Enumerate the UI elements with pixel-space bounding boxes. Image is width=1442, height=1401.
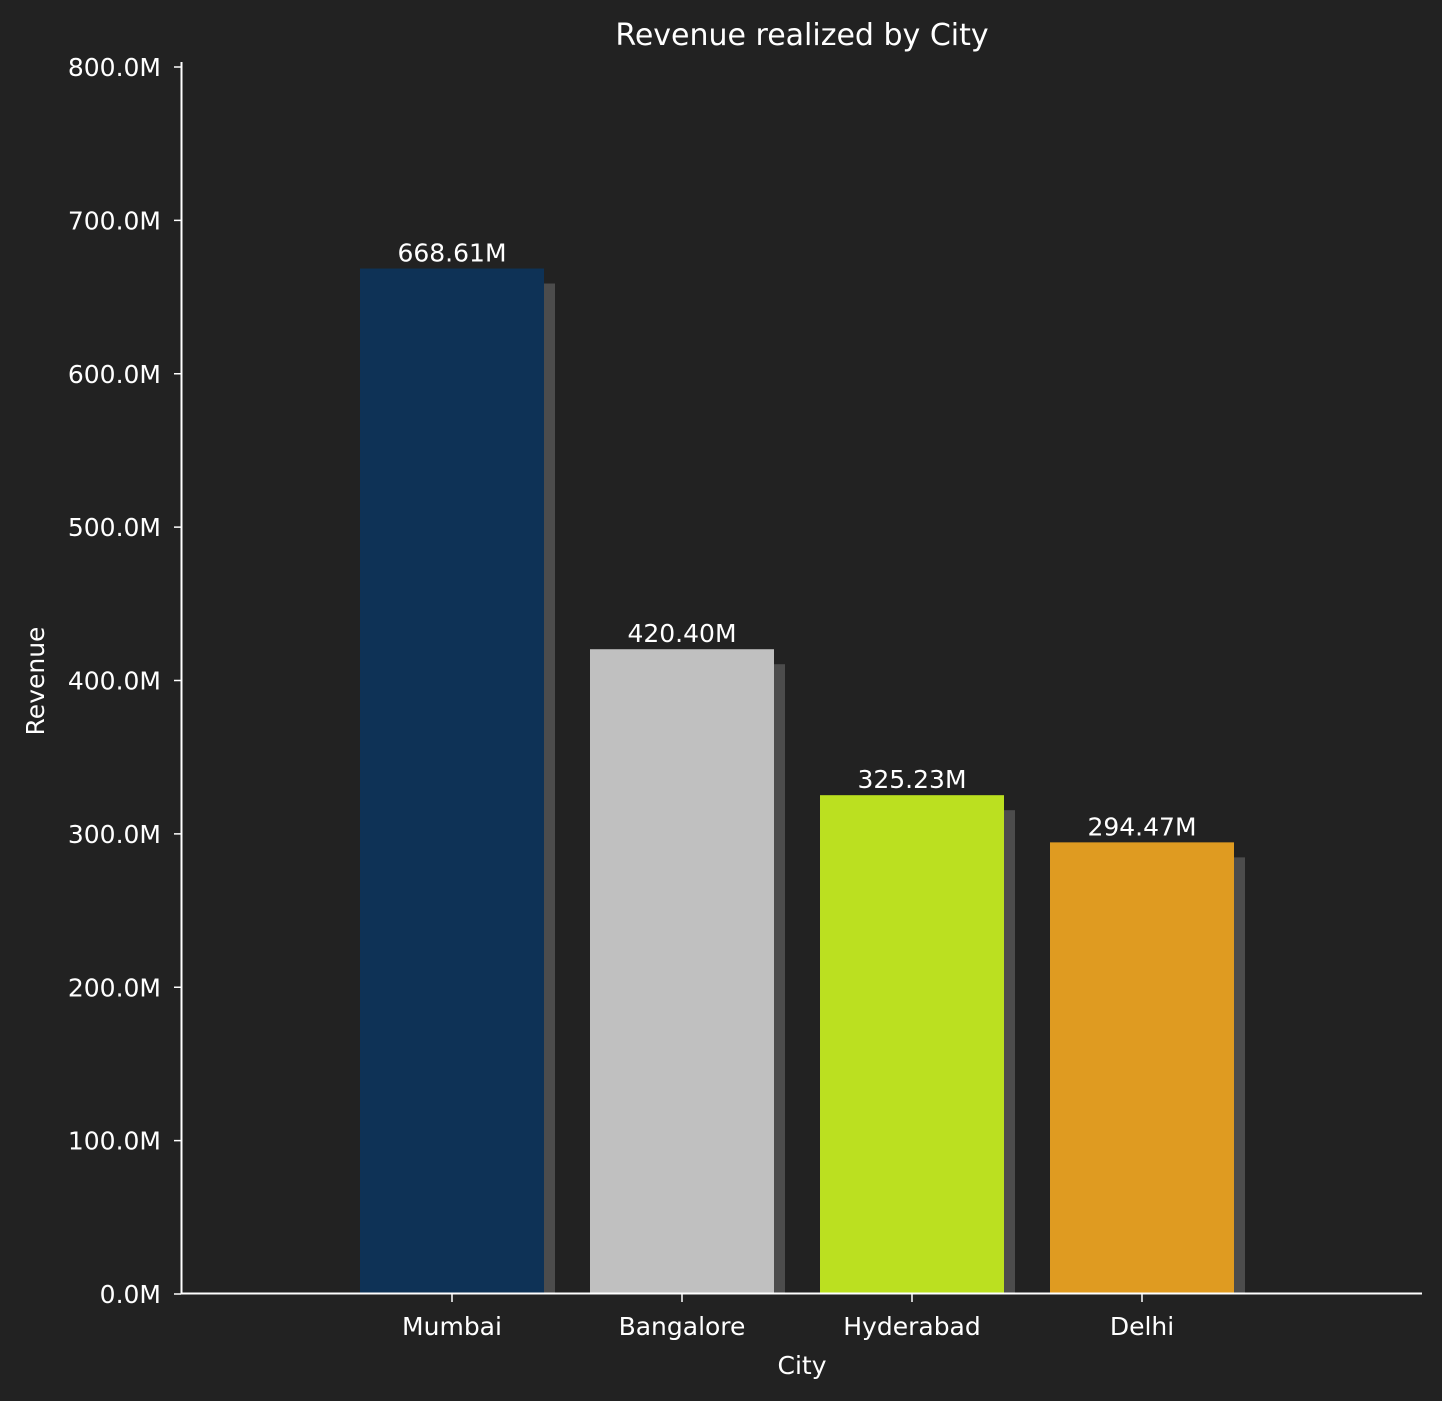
bar-bangalore (590, 649, 774, 1294)
chart-title: Revenue realized by City (615, 18, 988, 53)
y-tick-label: 400.0M (68, 667, 161, 696)
bar-hyderabad (820, 795, 1004, 1294)
y-tick-label: 0.0M (100, 1280, 161, 1309)
x-tick-label: Mumbai (402, 1312, 502, 1341)
bar-mumbai (360, 268, 544, 1294)
bars (360, 268, 1234, 1294)
y-tick-label: 100.0M (68, 1127, 161, 1156)
y-tick-label: 700.0M (68, 206, 161, 235)
data-label: 420.40M (627, 619, 736, 648)
y-tick-label: 500.0M (68, 513, 161, 542)
y-axis-ticks: 0.0M 100.0M 200.0M 300.0M 400.0M 500.0M 600.0M… (68, 53, 181, 1309)
x-axis-label: City (778, 1351, 827, 1380)
bar-delhi (1050, 842, 1234, 1294)
y-tick-label: 300.0M (68, 820, 161, 849)
y-axis-label: Revenue (21, 627, 50, 736)
x-tick-label: Hyderabad (843, 1312, 981, 1341)
value-labels: 668.61M 420.40M 325.23M 294.47M (397, 239, 1196, 842)
y-tick-label: 800.0M (68, 53, 161, 82)
x-tick-label: Delhi (1110, 1312, 1174, 1341)
x-tick-label: Bangalore (619, 1312, 746, 1341)
y-tick-label: 600.0M (68, 360, 161, 389)
data-label: 294.47M (1087, 812, 1196, 841)
y-tick-label: 200.0M (68, 973, 161, 1002)
data-label: 668.61M (397, 239, 506, 268)
x-axis-ticks: Mumbai Bangalore Hyderabad Delhi (402, 1294, 1174, 1341)
data-label: 325.23M (857, 765, 966, 794)
